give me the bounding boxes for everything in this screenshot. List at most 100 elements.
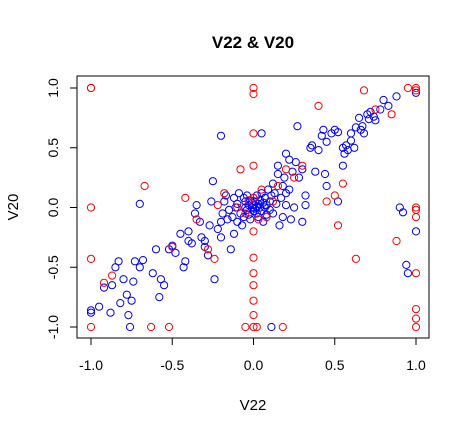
y-tick-label: -0.5 bbox=[45, 255, 61, 279]
data-point-blue bbox=[129, 277, 138, 286]
data-point-blue bbox=[135, 263, 144, 272]
data-point-blue bbox=[148, 269, 157, 278]
data-point-blue bbox=[311, 167, 320, 176]
data-point-blue bbox=[86, 308, 96, 317]
data-point-blue bbox=[350, 143, 359, 152]
data-point-blue bbox=[280, 173, 289, 182]
data-point-red bbox=[298, 161, 307, 170]
data-point-blue bbox=[210, 275, 219, 284]
data-point-blue bbox=[298, 165, 307, 174]
data-point-red bbox=[278, 322, 287, 332]
data-point-red bbox=[333, 221, 343, 230]
data-point-red bbox=[213, 201, 222, 210]
data-point-red bbox=[411, 86, 421, 95]
data-point-red bbox=[273, 181, 282, 191]
data-point-blue bbox=[208, 177, 217, 186]
data-point-blue bbox=[319, 125, 328, 134]
data-point-blue bbox=[160, 281, 169, 290]
data-point-blue bbox=[320, 169, 330, 179]
data-point-blue bbox=[392, 92, 401, 101]
data-point-blue bbox=[130, 257, 139, 266]
data-point-red bbox=[262, 213, 271, 222]
y-tick-label: 1.0 bbox=[45, 78, 61, 98]
data-point-blue bbox=[307, 141, 317, 150]
data-point-red bbox=[411, 305, 421, 314]
data-point-blue bbox=[127, 296, 136, 305]
data-point-blue bbox=[298, 217, 307, 226]
data-point-blue bbox=[246, 215, 255, 224]
data-point-blue bbox=[293, 122, 302, 131]
data-point-red bbox=[411, 213, 421, 222]
data-point-blue bbox=[122, 290, 131, 299]
data-point-blue bbox=[346, 136, 356, 145]
data-point-red bbox=[254, 215, 263, 224]
data-point-blue bbox=[346, 129, 356, 138]
data-point-red bbox=[249, 253, 258, 262]
data-point-blue bbox=[179, 263, 188, 272]
data-point-red bbox=[411, 314, 421, 323]
data-point-blue bbox=[213, 224, 222, 234]
data-point-red bbox=[249, 129, 258, 138]
data-point-red bbox=[249, 83, 258, 93]
data-point-red bbox=[314, 101, 323, 111]
data-point-red bbox=[99, 278, 109, 287]
data-point-red bbox=[249, 281, 258, 290]
data-point-red bbox=[147, 322, 156, 332]
data-point-blue bbox=[124, 311, 133, 320]
data-point-blue bbox=[220, 197, 229, 206]
data-point-blue bbox=[221, 191, 230, 200]
data-point-blue bbox=[108, 281, 117, 290]
data-point-blue bbox=[273, 161, 282, 170]
data-point-blue bbox=[278, 213, 287, 222]
data-point-red bbox=[164, 322, 174, 332]
y-axis: -1.0 -0.5 0.0 0.5 1.0 bbox=[45, 78, 78, 339]
data-point-red bbox=[249, 311, 258, 320]
y-tick-label: -1.0 bbox=[45, 315, 61, 339]
data-point-blue bbox=[135, 199, 144, 208]
data-point-red bbox=[86, 322, 96, 332]
data-point-blue bbox=[376, 105, 385, 114]
data-point-blue bbox=[306, 143, 315, 152]
x-tick-label: 0.0 bbox=[244, 357, 264, 373]
data-point-blue bbox=[226, 245, 235, 254]
data-point-blue bbox=[277, 193, 286, 202]
data-point-blue bbox=[355, 113, 364, 123]
data-point-blue bbox=[403, 269, 412, 278]
data-point-blue bbox=[333, 128, 343, 137]
x-tick-label: 0.5 bbox=[325, 357, 345, 373]
data-point-blue bbox=[281, 189, 291, 198]
data-point-red bbox=[268, 197, 278, 206]
data-point-blue bbox=[342, 141, 351, 150]
data-point-blue bbox=[176, 229, 185, 238]
data-point-blue bbox=[322, 181, 331, 191]
data-point-red bbox=[249, 322, 258, 332]
data-point-red bbox=[86, 254, 96, 263]
data-point-red bbox=[371, 105, 380, 114]
data-point-red bbox=[249, 227, 258, 236]
data-point-red bbox=[236, 165, 245, 174]
data-point-red bbox=[338, 179, 347, 188]
data-points bbox=[86, 83, 421, 332]
data-point-blue bbox=[184, 227, 193, 236]
data-point-blue bbox=[242, 205, 252, 214]
data-point-blue bbox=[233, 199, 242, 208]
data-point-red bbox=[252, 322, 261, 332]
data-point-red bbox=[210, 254, 219, 263]
data-point-red bbox=[220, 189, 229, 198]
data-point-blue bbox=[233, 217, 242, 226]
data-point-blue bbox=[125, 322, 135, 332]
data-point-red bbox=[241, 322, 250, 332]
data-point-red bbox=[241, 209, 250, 218]
data-point-blue bbox=[351, 123, 360, 132]
data-point-blue bbox=[86, 306, 96, 315]
data-point-blue bbox=[155, 293, 164, 302]
data-point-blue bbox=[205, 221, 214, 230]
data-point-blue bbox=[411, 227, 421, 236]
data-point-red bbox=[249, 161, 258, 170]
data-point-red bbox=[203, 245, 213, 254]
data-point-blue bbox=[223, 215, 232, 224]
data-point-blue bbox=[384, 101, 393, 111]
data-point-red bbox=[86, 203, 96, 212]
data-point-red bbox=[192, 215, 201, 224]
